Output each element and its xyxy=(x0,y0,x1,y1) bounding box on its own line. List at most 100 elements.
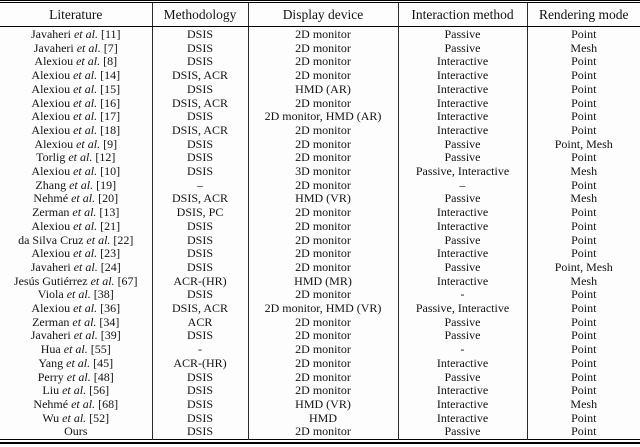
table-body: Javaheri et al. [11] DSIS 2D monitor Passiv… xyxy=(0,26,640,440)
display-device-cell: 2D monitor xyxy=(247,315,398,330)
literature-cell: Nehmé et al. [20] xyxy=(33,192,119,206)
et-al-italic: et al. xyxy=(76,137,101,151)
et-al-italic: et al. xyxy=(69,178,94,192)
interaction-method-cell: Passive, Interactive xyxy=(397,165,527,179)
methodology-cell: DSIS xyxy=(151,151,248,166)
table-row: Nehmé et al. [20] DSIS, ACR HMD (VR) Passiv… xyxy=(0,192,640,207)
display-device-cell: 2D monitor xyxy=(247,55,398,70)
interaction-method-cell: Passive xyxy=(397,151,527,166)
interaction-method-cell: Passive xyxy=(397,315,527,330)
methodology-cell: – xyxy=(151,178,248,193)
display-device-cell: HMD xyxy=(247,411,398,426)
literature-cell: Zhang et al. [19] xyxy=(35,178,117,192)
interaction-method-cell: Passive xyxy=(397,329,527,344)
interaction-method-cell: Passive xyxy=(397,425,527,440)
display-device-cell: 3D monitor xyxy=(247,165,398,179)
literature-cell: Torlig et al. [12] xyxy=(36,151,116,165)
methodology-cell: DSIS xyxy=(151,219,248,234)
table-row: Javaheri et al. [11] DSIS 2D monitor Passiv… xyxy=(0,26,640,42)
methodology-cell: DSIS, ACR xyxy=(151,69,248,83)
display-device-cell: 2D monitor xyxy=(247,356,398,371)
table-row: Alexiou et al. [23] DSIS 2D monitor Interac… xyxy=(0,247,640,261)
et-al-italic: et al. xyxy=(66,356,91,370)
rendering-mode-cell: Point xyxy=(526,123,640,138)
table-row: Javaheri et al. [39] DSIS 2D monitor Passiv… xyxy=(0,329,640,344)
interaction-method-cell: Passive xyxy=(397,192,527,207)
literature-cell: Javaheri et al. [11] xyxy=(30,27,121,41)
et-al-italic: et al. xyxy=(62,411,87,425)
methodology-cell: DSIS xyxy=(151,397,248,412)
display-device-cell: 2D monitor xyxy=(247,26,398,42)
literature-cell: Alexiou et al. [15] xyxy=(31,82,121,96)
literature-cell: Alexiou et al. [9] xyxy=(34,137,118,151)
rendering-mode-cell: Point xyxy=(526,96,640,111)
rendering-mode-cell: Point xyxy=(526,425,640,440)
et-al-italic: et al. xyxy=(73,82,98,96)
methodology-cell: DSIS xyxy=(151,425,248,440)
table-header: Literature Methodology Display device In… xyxy=(0,3,640,27)
et-al-italic: et al. xyxy=(63,343,88,357)
methodology-cell: DSIS xyxy=(151,82,248,97)
rendering-mode-cell: Point xyxy=(526,302,640,316)
table-row: Alexiou et al. [36] DSIS, ACR 2D monitor, … xyxy=(0,302,640,316)
interaction-method-cell: Interactive xyxy=(397,69,527,83)
et-al-italic: et al. xyxy=(73,69,98,83)
table-row: Alexiou et al. [10] DSIS 3D monitor Passive… xyxy=(0,165,640,179)
interaction-method-cell: Passive xyxy=(397,41,527,56)
display-device-cell: 2D monitor xyxy=(247,96,398,111)
table-row: Viola et al. [38] DSIS 2D monitor - Point xyxy=(0,288,640,303)
rendering-mode-cell: Mesh xyxy=(526,165,640,179)
table-row: Zhang et al. [19] –2D monitor – Point xyxy=(0,178,640,193)
rendering-mode-cell: Point xyxy=(526,247,640,261)
display-device-cell: 2D monitor xyxy=(247,384,398,398)
et-al-italic: et al. xyxy=(73,219,98,233)
literature-cell: Alexiou et al. [36] xyxy=(31,302,121,316)
literature-cell: Alexiou et al. [16] xyxy=(31,96,121,110)
interaction-method-cell: Passive xyxy=(397,370,527,385)
display-device-cell: 2D monitor, HMD (AR) xyxy=(247,110,398,124)
interaction-method-cell: Passive xyxy=(397,260,527,275)
rendering-mode-cell: Mesh xyxy=(526,192,640,207)
methodology-cell: DSIS xyxy=(151,26,248,42)
methodology-cell: - xyxy=(151,343,248,357)
et-al-italic: et al. xyxy=(73,110,98,124)
rendering-mode-cell: Point xyxy=(526,219,640,234)
methodology-cell: ACR-(HR) xyxy=(151,274,248,289)
methodology-cell: DSIS, ACR xyxy=(151,192,248,207)
interaction-method-cell: Interactive xyxy=(397,397,527,412)
et-al-italic: et al. xyxy=(90,274,115,288)
interaction-method-cell: - xyxy=(397,343,527,357)
literature-cell: Jesús Gutiérrez et al. [67] xyxy=(13,274,138,288)
rendering-mode-cell: Point xyxy=(526,233,640,248)
methodology-cell: DSIS xyxy=(151,110,248,124)
methodology-cell: DSIS xyxy=(151,41,248,56)
table-row: Alexiou et al. [16] DSIS, ACR 2D monitor In… xyxy=(0,96,640,111)
table-row: Liu et al. [56] DSIS 2D monitor Interactive… xyxy=(0,384,640,398)
col-header-methodology: Methodology xyxy=(151,3,248,27)
display-device-cell: HMD (AR) xyxy=(247,82,398,97)
et-al-italic: et al. xyxy=(66,288,91,302)
display-device-cell: HMD (MR) xyxy=(247,274,398,289)
interaction-method-cell: Interactive xyxy=(397,206,527,220)
methodology-cell: DSIS xyxy=(151,165,248,179)
table-row: da Silva Cruz et al. [22] DSIS 2D monitor P… xyxy=(0,233,640,248)
interaction-method-cell: Interactive xyxy=(397,123,527,138)
literature-cell: Nehmé et al. [68] xyxy=(33,397,119,411)
interaction-method-cell: Passive xyxy=(397,26,527,42)
methodology-cell: DSIS xyxy=(151,260,248,275)
rendering-mode-cell: Mesh xyxy=(526,397,640,412)
col-header-rendering-mode: Rendering mode xyxy=(526,3,640,27)
display-device-cell: 2D monitor xyxy=(247,247,398,261)
display-device-cell: 2D monitor xyxy=(247,137,398,152)
methodology-cell: DSIS xyxy=(151,411,248,426)
literature-cell: Yang et al. [45] xyxy=(38,356,114,370)
rendering-mode-cell: Point xyxy=(526,343,640,357)
et-al-italic: et al. xyxy=(73,165,98,179)
table-row: Perry et al. [48] DSIS 2D monitor Passive Po… xyxy=(0,370,640,385)
interaction-method-cell: Interactive xyxy=(397,356,527,371)
interaction-method-cell: Passive xyxy=(397,137,527,152)
col-header-interaction-method: Interaction method xyxy=(397,3,527,27)
methodology-cell: DSIS xyxy=(151,137,248,152)
interaction-method-cell: Interactive xyxy=(397,274,527,289)
